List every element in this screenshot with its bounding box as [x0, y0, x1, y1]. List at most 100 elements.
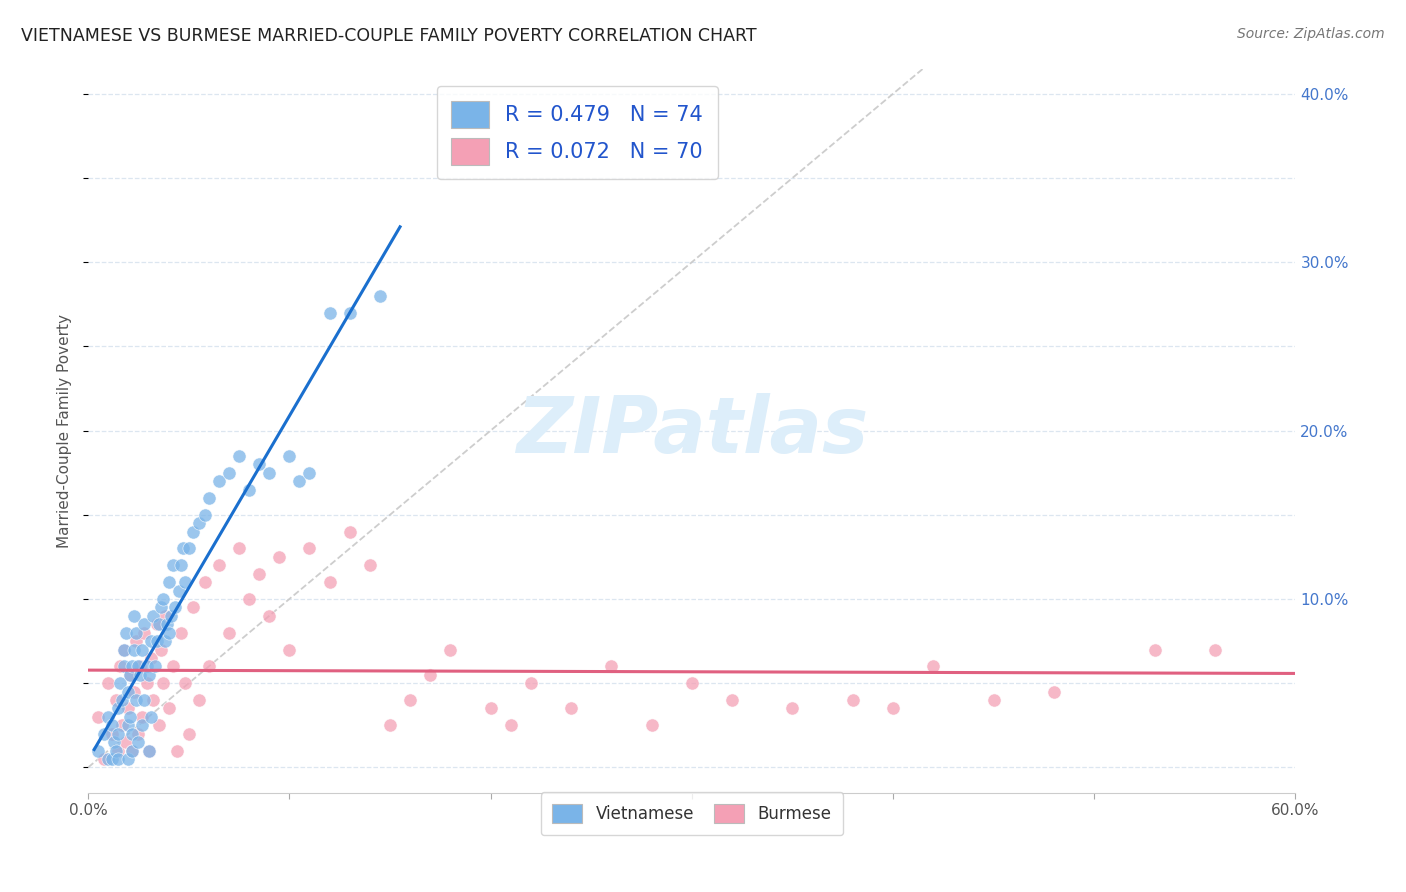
Point [419, 667, 441, 681]
Point [177, 541, 200, 556]
Point [228, 541, 250, 556]
Point [499, 718, 522, 732]
Point [101, 727, 124, 741]
Point [149, 642, 172, 657]
Point [640, 718, 662, 732]
Point [107, 727, 129, 741]
Point [117, 701, 139, 715]
Point [228, 449, 250, 463]
Point [103, 735, 125, 749]
Point [247, 457, 270, 471]
Point [97, 752, 120, 766]
Point [560, 701, 582, 715]
Point [782, 701, 804, 715]
Point [149, 600, 172, 615]
Point [87, 710, 110, 724]
Point [134, 617, 156, 632]
Point [117, 684, 139, 698]
Point [378, 718, 401, 732]
Point [439, 642, 461, 657]
Point [112, 642, 135, 657]
Point [111, 718, 134, 732]
Point [127, 735, 149, 749]
Point [198, 659, 221, 673]
Point [97, 676, 120, 690]
Point [298, 541, 321, 556]
Point [238, 592, 260, 607]
Point [101, 752, 124, 766]
Point [121, 743, 143, 757]
Point [1043, 684, 1066, 698]
Point [721, 693, 744, 707]
Point [173, 575, 195, 590]
Point [121, 743, 143, 757]
Point [359, 558, 381, 573]
Point [153, 608, 176, 623]
Point [162, 659, 184, 673]
Point [138, 667, 160, 681]
Point [181, 524, 204, 539]
Point [138, 743, 160, 757]
Point [112, 642, 135, 657]
Point [121, 727, 143, 741]
Point [163, 600, 186, 615]
Point [148, 617, 170, 632]
Point [129, 667, 152, 681]
Point [145, 617, 167, 632]
Point [143, 659, 166, 673]
Point [93, 752, 115, 766]
Point [157, 625, 180, 640]
Point [97, 710, 120, 724]
Point [600, 659, 623, 673]
Point [172, 541, 194, 556]
Point [120, 667, 142, 681]
Point [318, 575, 340, 590]
Point [173, 676, 195, 690]
Point [131, 710, 153, 724]
Point [120, 667, 142, 681]
Point [125, 625, 148, 640]
Point [152, 592, 174, 607]
Point [187, 516, 209, 531]
Point [339, 306, 361, 320]
Point [288, 474, 311, 488]
Text: ZIPatlas: ZIPatlas [516, 392, 868, 468]
Point [218, 625, 240, 640]
Point [127, 727, 149, 741]
Point [115, 625, 138, 640]
Point [107, 701, 129, 715]
Point [156, 617, 179, 632]
Point [141, 608, 163, 623]
Point [218, 466, 240, 480]
Point [87, 743, 110, 757]
Point [238, 483, 260, 497]
Point [194, 575, 217, 590]
Point [105, 743, 128, 757]
Point [177, 727, 200, 741]
Point [153, 634, 176, 648]
Point [110, 659, 132, 673]
Point [159, 608, 181, 623]
Point [125, 634, 148, 648]
Point [93, 727, 115, 741]
Point [131, 718, 153, 732]
Point [198, 491, 221, 505]
Point [127, 659, 149, 673]
Point [139, 634, 162, 648]
Point [134, 693, 156, 707]
Point [141, 693, 163, 707]
Point [101, 718, 124, 732]
Point [145, 634, 167, 648]
Point [882, 701, 904, 715]
Point [120, 710, 142, 724]
Point [124, 684, 146, 698]
Point [269, 549, 291, 564]
Point [922, 659, 945, 673]
Point [121, 659, 143, 673]
Point [124, 642, 146, 657]
Point [115, 735, 138, 749]
Point [1143, 642, 1166, 657]
Point [129, 659, 152, 673]
Point [152, 676, 174, 690]
Point [157, 575, 180, 590]
